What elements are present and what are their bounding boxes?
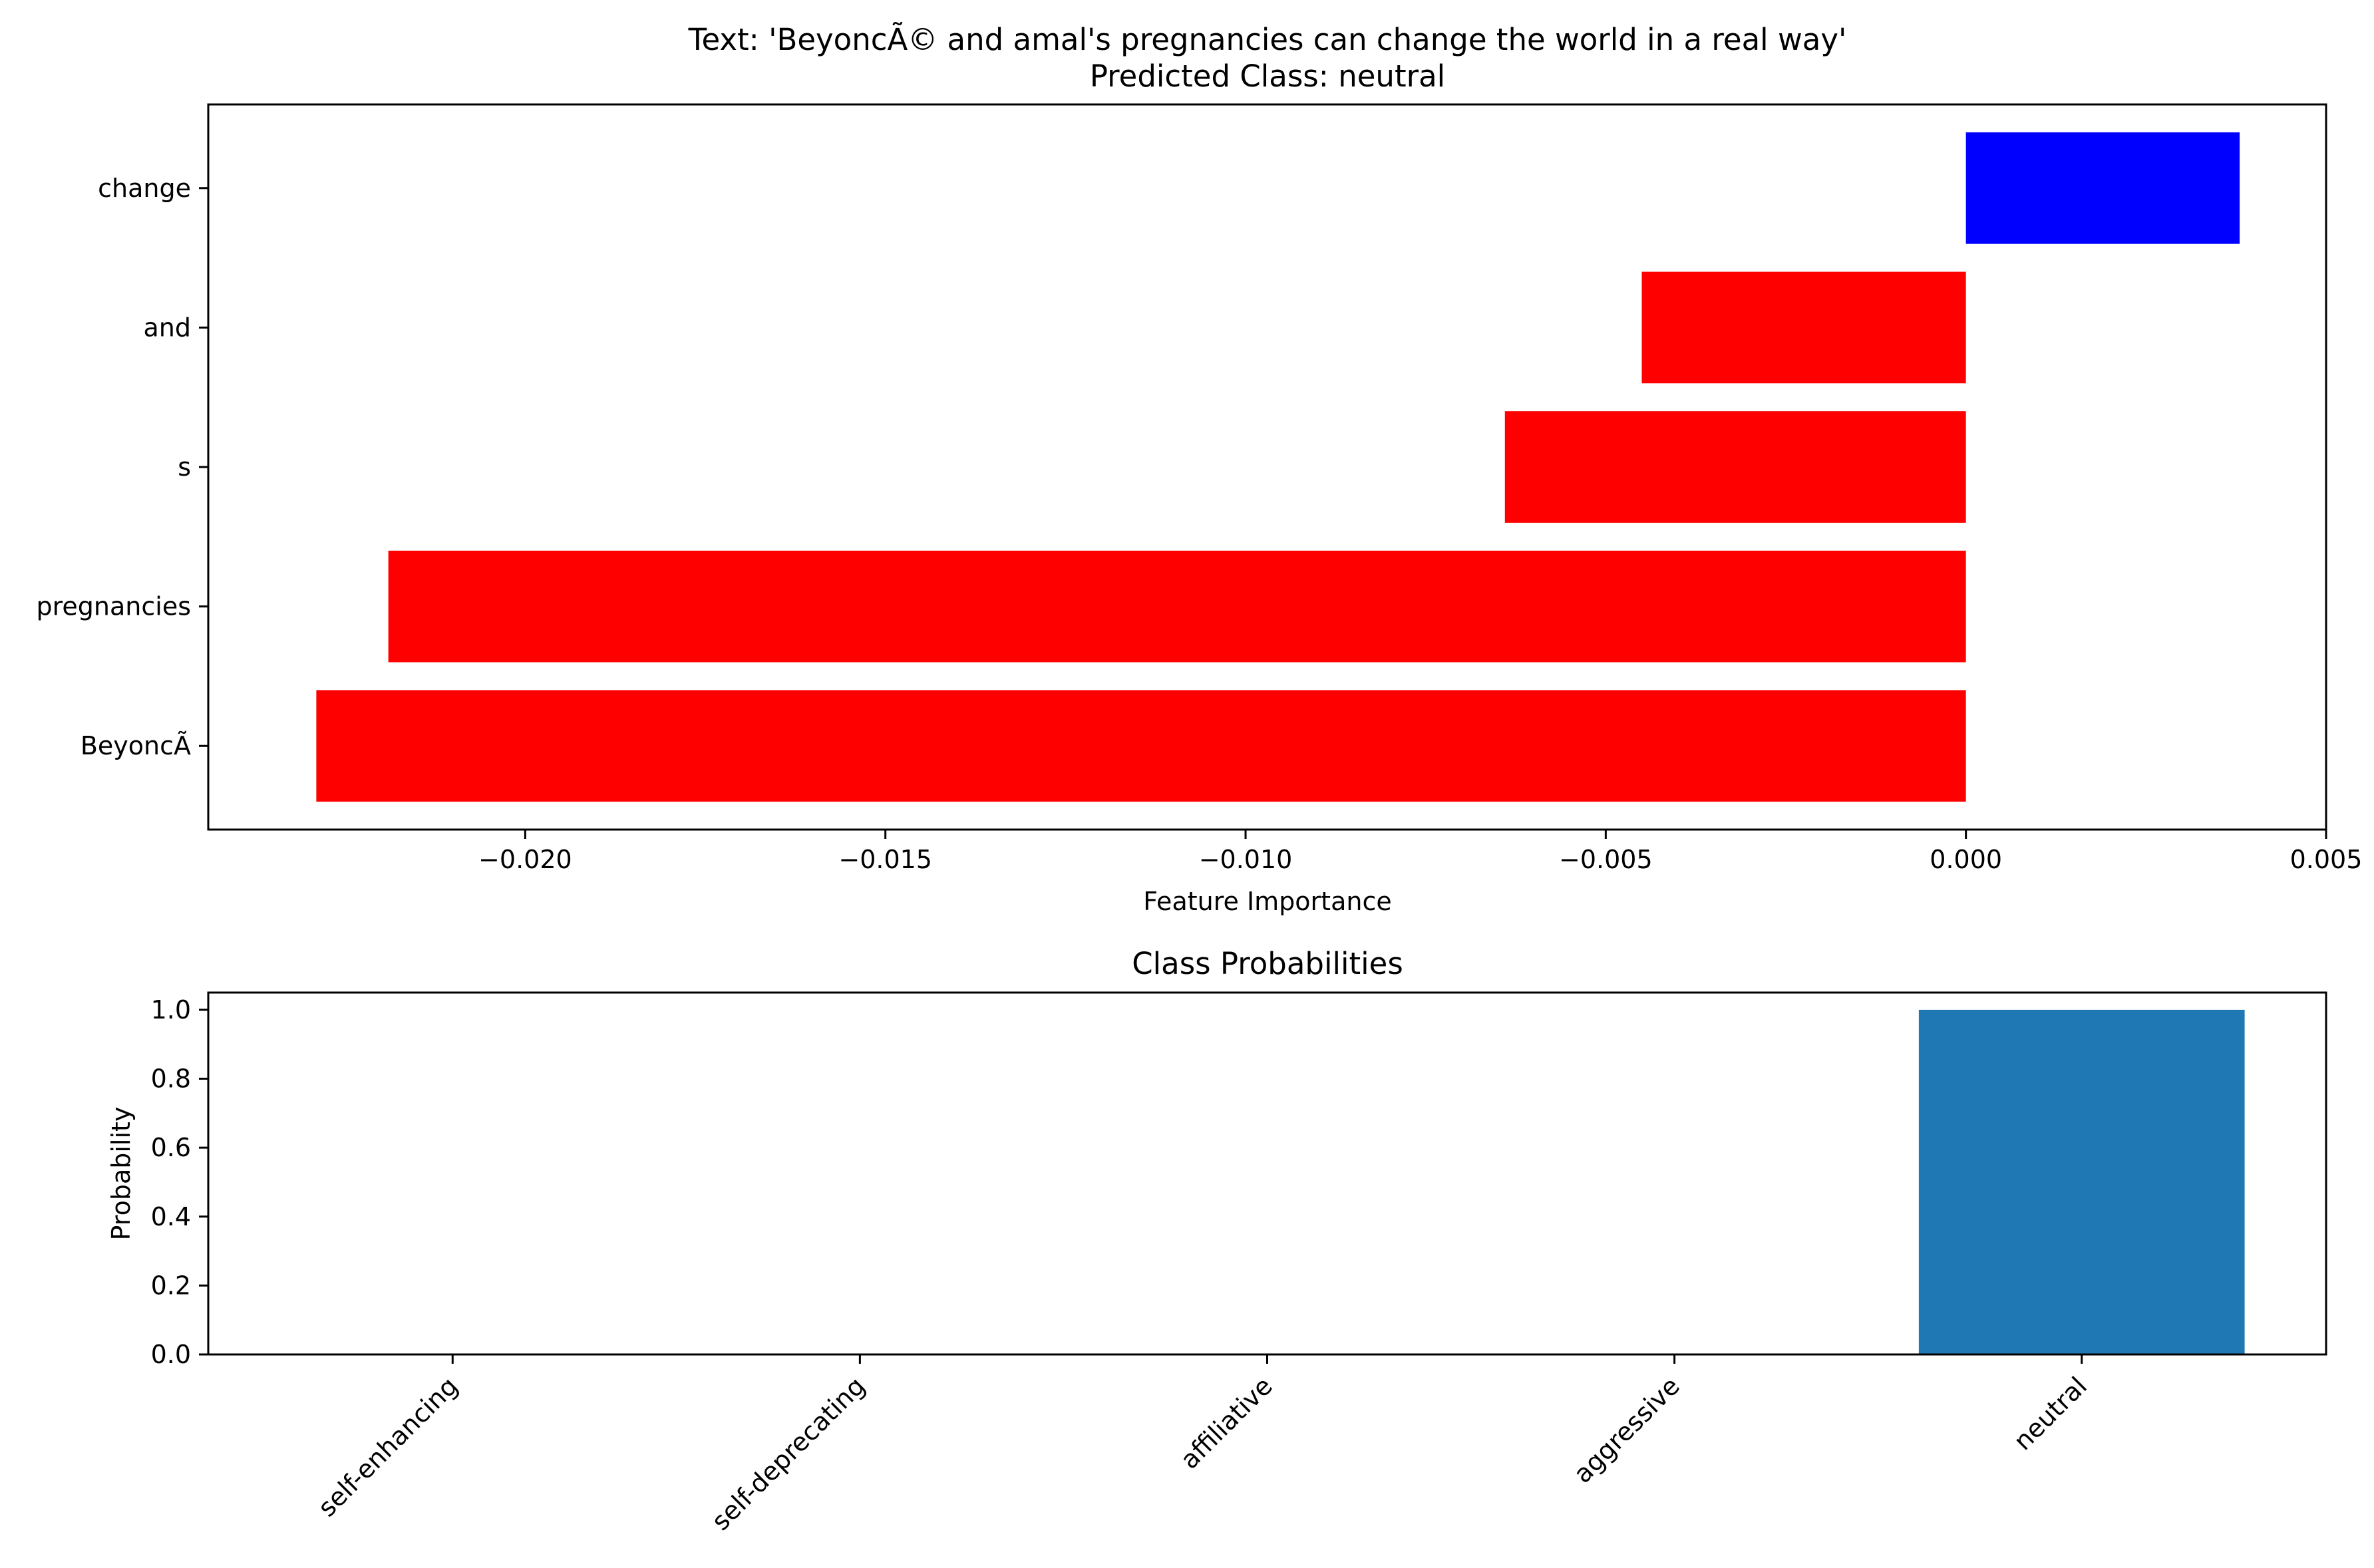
y-tick-label-0: change [98, 174, 191, 203]
probability-bar-4 [1918, 1009, 2245, 1354]
prob-tick-label-0: 0.0 [151, 1340, 191, 1369]
chart2-x-ticks: self-enhancing self-deprecating affiliativ… [312, 1354, 2093, 1536]
y-tick-label-1: and [144, 313, 192, 342]
chart1-y-ticks: change and s pregnancies BeyoncÃ [37, 174, 208, 760]
importance-bar-4 [316, 690, 1966, 802]
importance-bar-0 [1965, 132, 2240, 244]
chart1-x-axis-label: Feature Importance [1143, 887, 1391, 916]
y-tick-label-4: BeyoncÃ [81, 731, 191, 760]
chart1-title: Text: 'BeyoncÃ© and amal's pregnancies c… [688, 22, 1847, 57]
class-tick-label-1: self-deprecating [706, 1371, 871, 1536]
x-tick-label-0: −0.020 [478, 845, 572, 874]
prob-tick-label-4: 0.8 [151, 1064, 191, 1094]
class-probabilities-chart: Class Probabilities 0.0 0.2 0.4 0.6 0.8 1.0 s… [106, 946, 2327, 1536]
class-tick-label-3: aggressive [1568, 1371, 1685, 1489]
prob-tick-label-2: 0.4 [151, 1202, 191, 1231]
chart2-y-ticks: 0.0 0.2 0.4 0.6 0.8 1.0 [151, 995, 208, 1369]
chart2-bars [1918, 1009, 2245, 1354]
y-tick-label-2: s [178, 452, 191, 482]
importance-bar-2 [1504, 411, 1966, 523]
class-tick-label-2: affiliative [1174, 1371, 1277, 1474]
x-tick-label-5: 0.005 [2290, 845, 2363, 874]
chart1-subtitle: Predicted Class: neutral [1090, 59, 1445, 94]
importance-bar-3 [388, 550, 1966, 663]
y-tick-label-3: pregnancies [37, 592, 192, 621]
class-tick-label-0: self-enhancing [312, 1371, 463, 1522]
class-tick-label-4: neutral [2008, 1371, 2093, 1456]
x-tick-label-2: −0.010 [1199, 845, 1293, 874]
chart1-bars [316, 132, 2240, 802]
x-tick-label-3: −0.005 [1559, 845, 1653, 874]
chart2-title: Class Probabilities [1132, 946, 1403, 981]
importance-bar-1 [1641, 271, 1966, 384]
x-tick-label-4: 0.000 [1930, 845, 2002, 874]
prob-tick-label-3: 0.6 [151, 1133, 191, 1162]
prob-tick-label-1: 0.2 [151, 1271, 191, 1300]
feature-importance-chart: Text: 'BeyoncÃ© and amal's pregnancies c… [37, 22, 2363, 916]
x-tick-label-1: −0.015 [838, 845, 932, 874]
chart2-y-axis-label: Probability [106, 1107, 136, 1241]
prob-tick-label-5: 1.0 [151, 995, 191, 1024]
chart1-x-ticks: −0.020 −0.015 −0.010 −0.005 0.000 0.005 [478, 830, 2362, 874]
